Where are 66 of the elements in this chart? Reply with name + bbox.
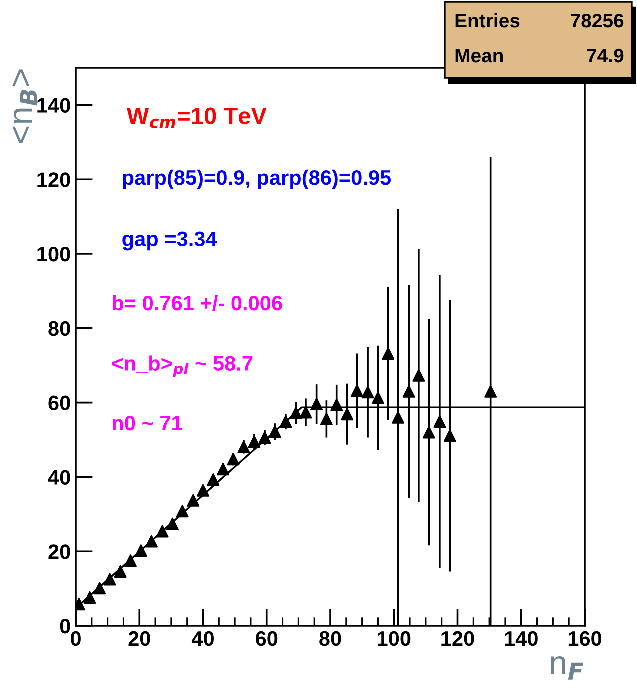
- annotation: gap =3.34: [122, 232, 218, 251]
- x-tick-label: 100: [378, 631, 411, 646]
- point: [217, 463, 230, 476]
- point: [84, 591, 96, 604]
- point: [402, 385, 416, 398]
- x-tick-label: 160: [568, 631, 602, 646]
- point: [227, 453, 240, 466]
- annotation: n0 ~ 71: [113, 416, 182, 431]
- point: [310, 398, 324, 411]
- point: [392, 411, 405, 424]
- annotation: b= 0.761 +/- 0.006: [113, 295, 282, 311]
- point: [134, 544, 148, 558]
- y-tick-label: 0: [60, 619, 70, 634]
- annotation: parp(85)=0.9, parp(86)=0.95: [123, 170, 392, 190]
- point: [248, 436, 261, 448]
- point: [412, 369, 426, 382]
- y-tick-label: 140: [38, 98, 70, 113]
- point: [341, 408, 354, 421]
- x-tick-label: 40: [192, 631, 214, 646]
- y-tick-label: 20: [48, 544, 70, 560]
- point: [290, 406, 302, 420]
- point: [280, 416, 292, 428]
- point: [268, 426, 282, 438]
- y-tick-label: 100: [38, 247, 70, 262]
- point: [207, 474, 220, 486]
- point: [104, 573, 116, 586]
- point: [114, 565, 127, 578]
- point: [372, 392, 384, 404]
- x-tick-label: 0: [71, 631, 81, 646]
- text: 78256: [571, 14, 624, 28]
- x-tick-label: 140: [505, 631, 538, 646]
- x-tick-label: 80: [320, 631, 342, 646]
- y-tick-label: 120: [38, 172, 70, 188]
- x-tick-label: 60: [256, 631, 278, 646]
- point: [258, 432, 272, 444]
- point: [362, 386, 374, 399]
- text: Mean: [456, 49, 504, 63]
- point: [176, 505, 189, 518]
- point: [422, 426, 436, 439]
- point: [444, 430, 456, 442]
- point: [156, 525, 169, 538]
- y-tick-label: 60: [48, 396, 70, 411]
- x-tick-label: 20: [128, 631, 150, 646]
- point: [320, 412, 333, 426]
- point: [382, 347, 395, 360]
- point: [330, 398, 344, 412]
- point: [94, 582, 106, 595]
- x-axis-title: n$_{F}$: [551, 656, 584, 680]
- text: Entries: [456, 13, 520, 28]
- point: [238, 440, 250, 454]
- x-tick-label: 120: [442, 631, 474, 646]
- y-axis-title: <n$_{B}$>: [12, 70, 38, 144]
- point: [300, 406, 312, 419]
- point: [145, 535, 158, 548]
- y-tick-label: 40: [48, 470, 70, 485]
- point: [197, 484, 210, 497]
- point: [484, 385, 498, 398]
- text: 74.9: [587, 48, 624, 63]
- point: [434, 416, 446, 428]
- annotation: W$_{cm}$=10 TeV: [126, 108, 267, 128]
- point: [166, 518, 179, 530]
- y-tick-label: 80: [48, 321, 70, 336]
- point: [350, 384, 364, 398]
- point: [187, 494, 200, 507]
- annotation: <n_b>$_{pl}$ ~ 58.7: [112, 356, 253, 378]
- point: [124, 554, 137, 568]
